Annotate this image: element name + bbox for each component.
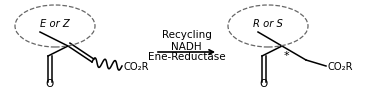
Text: O: O bbox=[46, 79, 54, 89]
Text: Recycling: Recycling bbox=[161, 30, 211, 40]
Text: O: O bbox=[260, 79, 268, 89]
Text: NADH: NADH bbox=[171, 42, 202, 52]
Text: CO₂R: CO₂R bbox=[124, 62, 150, 72]
Text: *: * bbox=[283, 51, 289, 61]
Text: Ene-Reductase: Ene-Reductase bbox=[148, 52, 225, 62]
Text: E or Z: E or Z bbox=[40, 19, 70, 29]
Text: R or S: R or S bbox=[253, 19, 283, 29]
Text: CO₂R: CO₂R bbox=[328, 62, 353, 72]
